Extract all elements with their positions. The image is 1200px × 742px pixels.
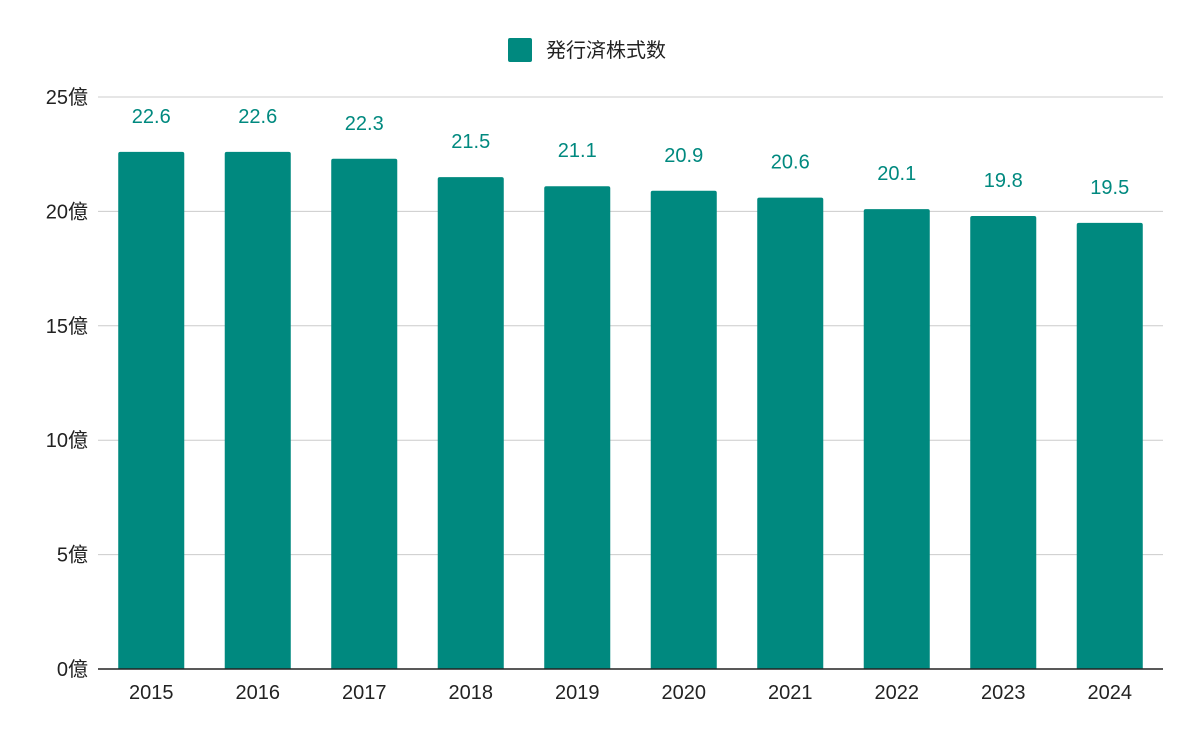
y-tick-label: 20億 [46,200,88,223]
bars [118,151,1143,670]
x-tick-label: 2023 [981,682,1026,704]
bar-2016 [224,151,291,670]
x-tick-label: 2024 [1088,682,1133,704]
data-label-2019: 21.1 [558,140,597,162]
data-label-2022: 20.1 [877,163,916,185]
data-label-2015: 22.6 [132,106,171,128]
data-label-2018: 21.5 [451,131,490,153]
bar-2019 [544,186,611,669]
bar-2022 [863,209,930,669]
x-tick-label: 2020 [662,682,707,704]
data-label-2017: 22.3 [345,113,384,135]
data-label-2020: 20.9 [664,145,703,167]
data-label-2016: 22.6 [238,106,277,128]
y-tick-label: 5億 [57,544,88,567]
bar-2017 [331,158,398,669]
x-tick-label: 2016 [236,682,281,704]
y-tick-label: 10億 [46,429,88,452]
x-tick-label: 2022 [875,682,920,704]
x-tick-label: 2018 [449,682,494,704]
y-tick-label: 25億 [46,86,88,109]
legend-label: 発行済株式数 [546,39,666,62]
bar-2018 [437,177,504,669]
bar-2020 [650,190,717,670]
x-axis-tick-labels: 2015 2016 2017 2018 2019 2020 2021 2022 2023 2024 [129,682,1132,704]
data-label-2024: 19.5 [1090,177,1129,199]
bar-2024 [1076,222,1143,669]
bar-2023 [970,215,1037,669]
x-tick-label: 2021 [768,682,813,704]
x-tick-label: 2019 [555,682,600,704]
data-labels: 22.6 22.6 22.3 21.5 21.1 20.9 20.6 20.1 19.8 19.5 [132,106,1129,199]
bar-2021 [757,197,824,669]
x-tick-label: 2017 [342,682,387,704]
legend: 発行済株式数 [508,38,666,62]
data-label-2021: 20.6 [771,152,810,174]
data-label-2023: 19.8 [984,170,1023,192]
y-axis-tick-labels: 0億 5億 10億 15億 20億 25億 [46,86,88,681]
legend-swatch [508,38,532,62]
bar-2015 [118,151,185,670]
x-tick-label: 2015 [129,682,174,704]
y-tick-label: 15億 [46,315,88,338]
y-tick-label: 0億 [57,658,88,681]
